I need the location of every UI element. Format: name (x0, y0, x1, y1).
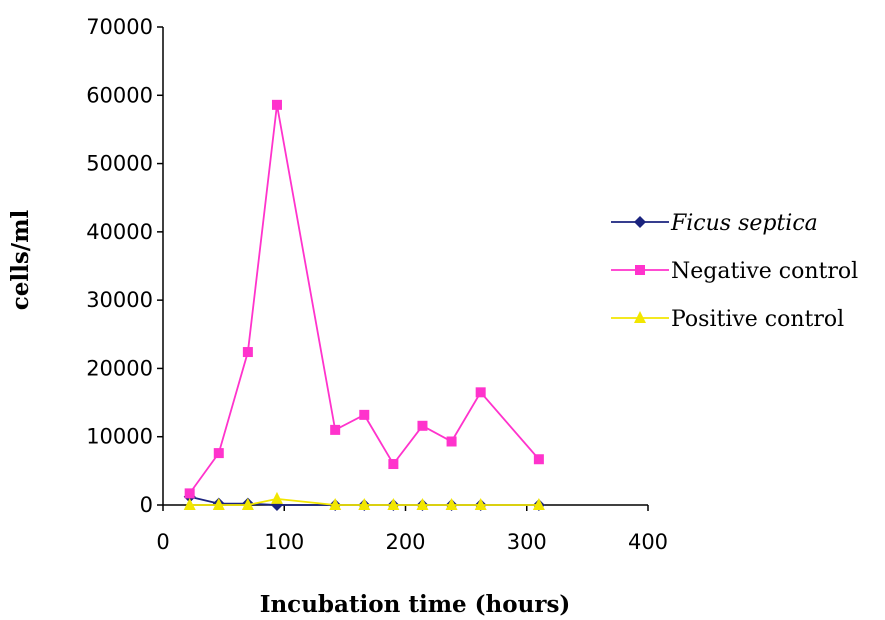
data-point (329, 498, 342, 510)
data-point (359, 409, 370, 420)
x-axis: 0 100 200 300 400 (156, 504, 668, 554)
legend-label: Positive control (671, 307, 844, 332)
x-tick-label: 0 (156, 530, 169, 554)
x-ticks: 0 100 200 300 400 (156, 505, 668, 554)
y-axis: 0 10000 20000 30000 40000 50000 60000 70000 (86, 15, 164, 517)
data-point (213, 448, 224, 459)
plot-series (183, 99, 545, 511)
data-point (241, 498, 254, 510)
legend-item: Negative control (611, 259, 858, 284)
data-point (388, 459, 399, 470)
y-tick-label: 70000 (86, 15, 153, 39)
data-point (183, 498, 196, 510)
x-tick-label: 100 (264, 530, 304, 554)
legend-marker (634, 216, 646, 228)
data-point (270, 491, 283, 504)
data-point (446, 436, 457, 447)
data-point (532, 498, 545, 510)
legend-item: Positive control (611, 307, 844, 332)
x-tick-label: 400 (628, 530, 668, 554)
data-point (330, 424, 341, 435)
y-ticks: 0 10000 20000 30000 40000 50000 60000 70000 (86, 15, 163, 517)
data-point (445, 498, 458, 510)
y-tick-label: 0 (140, 493, 153, 517)
x-tick-label: 200 (385, 530, 425, 554)
data-point (474, 498, 487, 510)
x-tick-label: 300 (507, 530, 547, 554)
legend-item: Ficus septica (611, 211, 818, 236)
series-positive-control (183, 491, 545, 510)
y-tick-label: 40000 (86, 220, 153, 244)
data-point (358, 498, 371, 510)
data-point (475, 387, 486, 398)
data-point (242, 347, 253, 358)
series-line (188, 104, 540, 494)
data-point (387, 498, 400, 510)
data-point (533, 454, 544, 465)
legend-marker (634, 311, 646, 323)
data-point (417, 420, 428, 431)
y-tick-label: 50000 (86, 152, 153, 176)
legend-marker (635, 265, 645, 275)
x-axis-title: Incubation time (hours) (260, 591, 571, 618)
legend-label: Ficus septica (670, 211, 818, 236)
data-point (184, 488, 195, 499)
data-point (271, 99, 282, 110)
legend: Ficus septica Negative control Positive co… (611, 211, 858, 332)
data-point (416, 498, 429, 510)
data-point (212, 498, 225, 510)
legend-label: Negative control (671, 259, 858, 284)
y-axis-title: cells/ml (7, 209, 34, 310)
y-tick-label: 30000 (86, 288, 153, 312)
series-negative-control (184, 99, 544, 499)
y-tick-label: 20000 (86, 356, 153, 380)
y-tick-label: 60000 (86, 83, 153, 107)
y-tick-label: 10000 (86, 425, 153, 449)
